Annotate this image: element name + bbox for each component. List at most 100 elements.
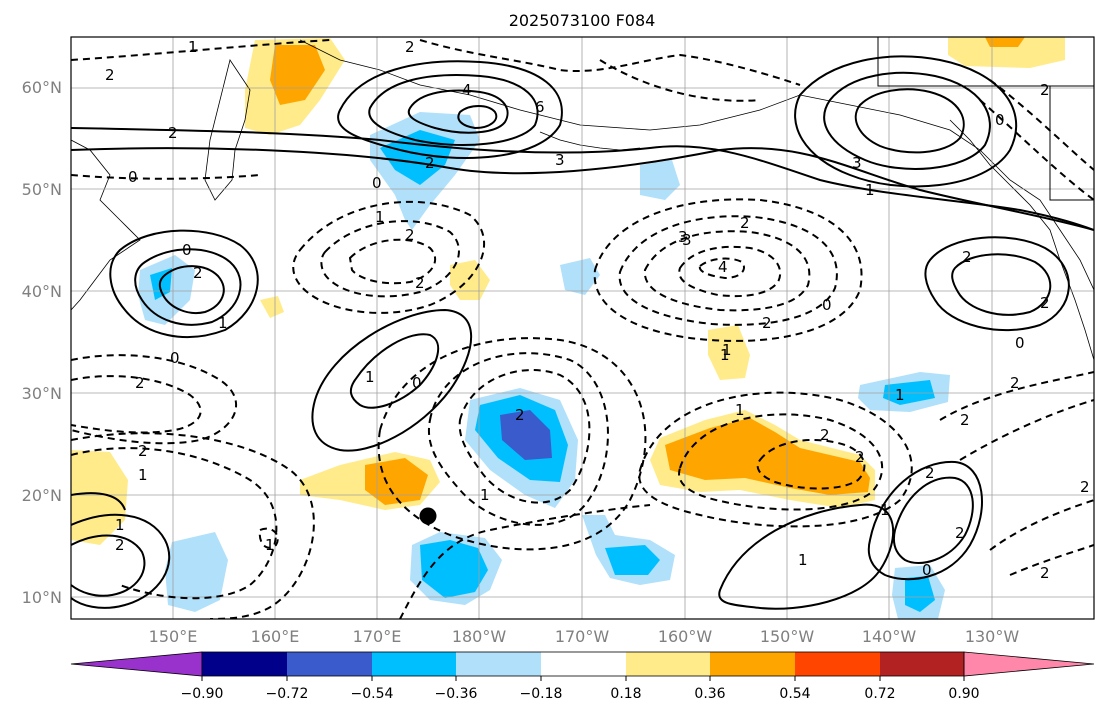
- lon-label: 150°W: [760, 627, 815, 646]
- contour-label: 3: [682, 231, 692, 249]
- warm-region: [450, 260, 490, 300]
- contour-label: 1: [480, 486, 490, 504]
- positive-contour: [368, 74, 539, 146]
- colorbar-segment: [710, 652, 795, 676]
- inset-box: [877, 37, 1094, 87]
- contour-label: 1: [735, 401, 745, 419]
- contour-label: 2: [1040, 564, 1050, 582]
- contour-label: 0: [922, 561, 932, 579]
- contour-label: 0: [412, 374, 422, 392]
- contour-label: 2: [415, 274, 425, 292]
- warm-core-region: [365, 458, 428, 505]
- negative-contour: [428, 352, 609, 526]
- contour-label: 2: [1040, 294, 1050, 312]
- contour-label: 1: [798, 551, 808, 569]
- lat-label: 10°N: [22, 588, 62, 607]
- latitude-labels: 60°N 50°N 40°N 30°N 20°N 10°N: [22, 78, 62, 607]
- graticule: [71, 37, 1094, 619]
- contour-label: 2: [1040, 81, 1050, 99]
- colorbar-tick-label: −0.54: [351, 686, 394, 702]
- lat-label: 20°N: [22, 486, 62, 505]
- chart-title: 2025073100 F084: [509, 11, 656, 30]
- negative-contour: [71, 375, 202, 434]
- contour-label: 0: [170, 349, 180, 367]
- positive-contour: [71, 492, 126, 511]
- cool-core-region: [905, 576, 935, 612]
- positive-contour: [337, 60, 563, 159]
- warm-core-region: [985, 37, 1025, 47]
- lon-label: 130°W: [965, 627, 1020, 646]
- contour-label: 2: [762, 314, 772, 332]
- contour-label: 1: [865, 181, 875, 199]
- lon-label: 170°E: [353, 627, 402, 646]
- warm-region: [71, 450, 128, 545]
- lon-label: 180°W: [452, 627, 507, 646]
- contour-label: 2: [425, 154, 435, 172]
- positive-contour: [407, 89, 509, 134]
- contour-label: 2: [855, 448, 865, 466]
- negative-contour: [593, 198, 863, 342]
- contour-label: 2: [820, 426, 830, 444]
- warm-region: [948, 37, 1065, 68]
- contour-label: 1: [138, 466, 148, 484]
- colorbar: −0.90 −0.72 −0.54 −0.36 −0.18 0.18 0.36 …: [70, 651, 1095, 702]
- colorbar-frame: [201, 651, 965, 677]
- contour-label: 1: [115, 516, 125, 534]
- positive-contour: [71, 127, 1094, 231]
- lat-label: 30°N: [22, 384, 62, 403]
- negative-contour: [1009, 544, 1094, 576]
- contour-label: 4: [718, 258, 728, 276]
- colorbar-tick-label: 0.72: [864, 686, 895, 702]
- map-area: 2 2 2 1 0 0 2 3 4 6 3 2 1 0 3 1 0 1 2 2 …: [71, 37, 1094, 619]
- negative-contour: [678, 413, 884, 511]
- contour-label: 6: [535, 98, 545, 116]
- lon-label: 150°E: [149, 627, 198, 646]
- negative-contour: [348, 238, 437, 285]
- negative-contour: [71, 39, 331, 61]
- colorbar-segment: [456, 652, 541, 676]
- colorbar-tick-label: −0.90: [181, 686, 224, 702]
- positive-contour: [867, 460, 983, 581]
- negative-contour: [71, 447, 278, 600]
- contour-label: 2: [740, 214, 750, 232]
- contour-label: 2: [962, 248, 972, 266]
- cool-region: [560, 258, 600, 295]
- positive-contour: [109, 229, 259, 338]
- negative-contour: [292, 200, 486, 314]
- colorbar-segment: [880, 652, 964, 676]
- negative-contour: [258, 527, 279, 549]
- colorbar-segment: [287, 652, 372, 676]
- negative-contour: [599, 59, 761, 102]
- contour-label: 1: [375, 208, 385, 226]
- contour-label: 0: [822, 296, 832, 314]
- cool-core-region: [420, 540, 488, 598]
- negative-contour: [377, 337, 647, 551]
- lat-label: 50°N: [22, 180, 62, 199]
- negative-contour: [71, 432, 315, 619]
- contour-label: 1: [188, 38, 198, 56]
- negative-contour: [458, 369, 591, 504]
- colorbar-segment: [372, 652, 456, 676]
- contour-label: 2: [1080, 478, 1090, 496]
- contour-label: 3: [678, 228, 688, 246]
- contour-label: 2: [138, 442, 148, 460]
- contour-label: 1: [722, 341, 732, 359]
- positive-contour: [134, 248, 242, 326]
- contour-labels: 2 2 2 1 0 0 2 3 4 6 3 2 1 0 3 1 0 1 2 2 …: [105, 38, 1090, 582]
- contour-label: 2: [405, 38, 415, 56]
- warm-region: [708, 325, 750, 380]
- shaded-anomalies: [71, 37, 1065, 619]
- contour-label: 1: [720, 346, 730, 364]
- colorbar-segment: [541, 652, 626, 676]
- longitude-labels: 150°E 160°E 170°E 180°W 170°W 160°W 150°…: [149, 627, 1020, 646]
- positive-contour: [823, 71, 991, 170]
- contour-label: 2: [193, 264, 203, 282]
- colorbar-tick-label: 0.90: [948, 686, 979, 702]
- positive-contour: [158, 265, 225, 314]
- colorbar-tick-label: −0.18: [520, 686, 563, 702]
- contour-label: 1: [265, 536, 275, 554]
- contour-label: 2: [105, 66, 115, 84]
- inset-box: [1049, 86, 1094, 201]
- contours: [71, 39, 1094, 619]
- negative-contour: [419, 39, 801, 86]
